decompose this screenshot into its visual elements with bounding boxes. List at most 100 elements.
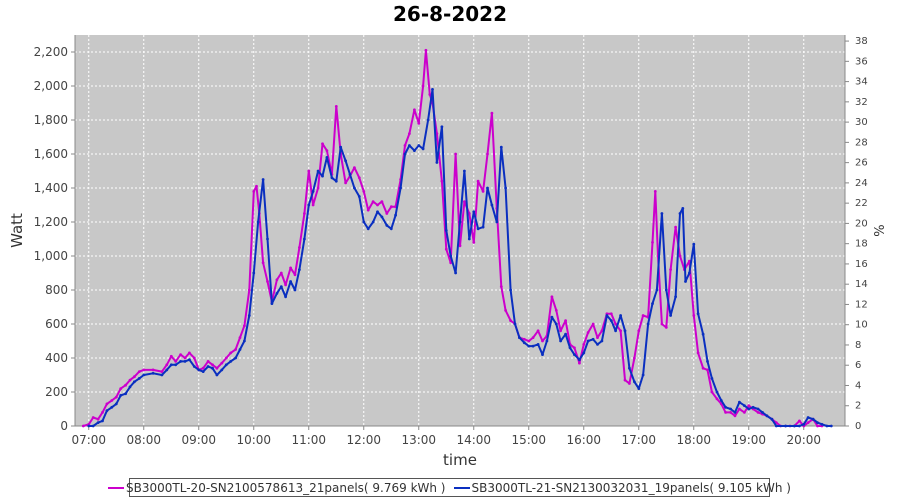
data-point-series-2 <box>413 149 416 153</box>
data-point-series-2 <box>348 173 352 176</box>
data-point-series-1 <box>564 319 567 322</box>
data-point-series-2 <box>206 365 210 368</box>
axes: 02004006008001,0001,2001,4001,6001,8002,… <box>34 35 868 447</box>
data-point-series-1 <box>266 280 269 283</box>
data-point-series-1 <box>128 378 132 382</box>
data-point-series-2 <box>573 353 576 356</box>
data-point-series-2 <box>426 118 430 122</box>
data-point-series-2 <box>747 407 751 411</box>
data-point-series-2 <box>628 366 631 370</box>
data-point-series-2 <box>706 360 709 363</box>
y-tick-label: 800 <box>45 283 68 297</box>
x-tick-label: 07:00 <box>71 433 106 447</box>
data-point-series-1 <box>674 225 677 229</box>
data-point-series-1 <box>201 366 205 370</box>
data-point-series-1 <box>454 152 457 156</box>
y-tick-label: 1,600 <box>34 147 68 161</box>
data-point-series-1 <box>444 247 448 251</box>
data-point-series-2 <box>729 407 732 411</box>
data-point-series-2 <box>87 424 91 428</box>
data-point-series-2 <box>623 329 627 333</box>
data-point-series-1 <box>724 411 727 414</box>
data-point-series-2 <box>829 424 833 428</box>
data-point-series-2 <box>674 295 677 299</box>
y2-tick-label: 36 <box>855 56 868 67</box>
y2-tick-label: 30 <box>855 117 868 128</box>
data-point-series-1 <box>481 190 485 193</box>
data-point-series-2 <box>596 343 599 346</box>
data-point-series-2 <box>183 360 187 363</box>
data-point-series-2 <box>751 405 755 409</box>
data-point-series-1 <box>211 363 214 367</box>
data-point-series-2 <box>91 424 95 428</box>
data-point-series-2 <box>256 220 260 224</box>
data-point-series-2 <box>784 424 787 428</box>
data-point-series-2 <box>316 169 320 173</box>
y2-tick-label: 14 <box>855 279 868 290</box>
data-point-series-1 <box>499 285 503 288</box>
data-point-series-2 <box>224 363 228 367</box>
data-point-series-1 <box>554 309 558 312</box>
data-point-series-2 <box>243 339 246 343</box>
y-tick-label: 1,200 <box>34 215 68 229</box>
data-point-series-2 <box>481 225 485 229</box>
data-point-series-2 <box>513 322 517 326</box>
data-point-series-1 <box>522 337 526 341</box>
data-point-series-1 <box>678 254 682 258</box>
data-point-series-1 <box>110 399 114 402</box>
data-point-series-2 <box>270 302 274 305</box>
data-point-series-1 <box>733 414 737 418</box>
chart-title: 26-8-2022 <box>392 2 507 26</box>
data-point-series-1 <box>710 390 714 394</box>
data-point-series-2 <box>110 405 114 409</box>
y-tick-label: 1,800 <box>34 113 68 127</box>
y-tick-label: 1,000 <box>34 249 68 263</box>
data-point-series-2 <box>394 213 397 217</box>
y2-axis-label: % <box>873 224 888 236</box>
data-point-series-1 <box>344 181 347 185</box>
y2-tick-label: 22 <box>855 198 868 209</box>
data-point-series-2 <box>344 159 347 163</box>
data-point-series-2 <box>201 370 205 373</box>
data-point-series-1 <box>255 184 258 188</box>
legend-item-series-2: SB3000TL-21-SN2130032031_19panels( 9.105… <box>453 480 791 495</box>
data-point-series-2 <box>798 424 801 428</box>
data-point-series-1 <box>628 382 631 385</box>
data-point-series-2 <box>554 322 558 326</box>
y-tick-label: 2,000 <box>34 79 68 93</box>
legend-label-series-2: SB3000TL-21-SN2130032031_19panels( 9.105… <box>471 480 791 495</box>
data-point-series-2 <box>719 399 723 402</box>
legend-item-series-1: SB3000TL-20-SN2100578613_21panels( 9.769… <box>108 481 446 495</box>
data-point-series-1 <box>298 246 301 249</box>
data-point-series-1 <box>179 353 183 356</box>
data-point-series-2 <box>137 377 141 380</box>
data-point-series-2 <box>633 380 636 384</box>
y2-tick-label: 32 <box>855 97 868 108</box>
data-point-series-2 <box>220 368 224 372</box>
data-point-series-2 <box>499 145 503 149</box>
y2-tick-label: 20 <box>855 218 868 229</box>
y2-tick-label: 16 <box>855 259 868 270</box>
data-point-series-1 <box>389 205 393 209</box>
data-point-series-2 <box>536 343 540 346</box>
data-point-series-2 <box>619 314 622 317</box>
data-point-series-2 <box>421 147 425 151</box>
data-point-series-2 <box>284 295 287 299</box>
data-point-series-2 <box>696 312 700 316</box>
data-point-series-2 <box>215 373 219 377</box>
data-point-series-1 <box>541 339 544 343</box>
data-point-series-1 <box>641 314 645 317</box>
data-point-series-1 <box>81 424 85 428</box>
data-point-series-1 <box>421 84 425 88</box>
data-point-series-2 <box>715 390 719 394</box>
data-point-series-1 <box>413 108 416 112</box>
data-point-series-2 <box>646 322 650 326</box>
data-point-series-2 <box>279 285 283 288</box>
data-point-series-2 <box>522 341 526 345</box>
data-point-series-2 <box>192 365 196 368</box>
data-point-series-2 <box>664 288 668 292</box>
data-point-series-2 <box>357 195 361 198</box>
data-point-series-2 <box>802 422 806 426</box>
data-point-series-1 <box>371 200 375 204</box>
